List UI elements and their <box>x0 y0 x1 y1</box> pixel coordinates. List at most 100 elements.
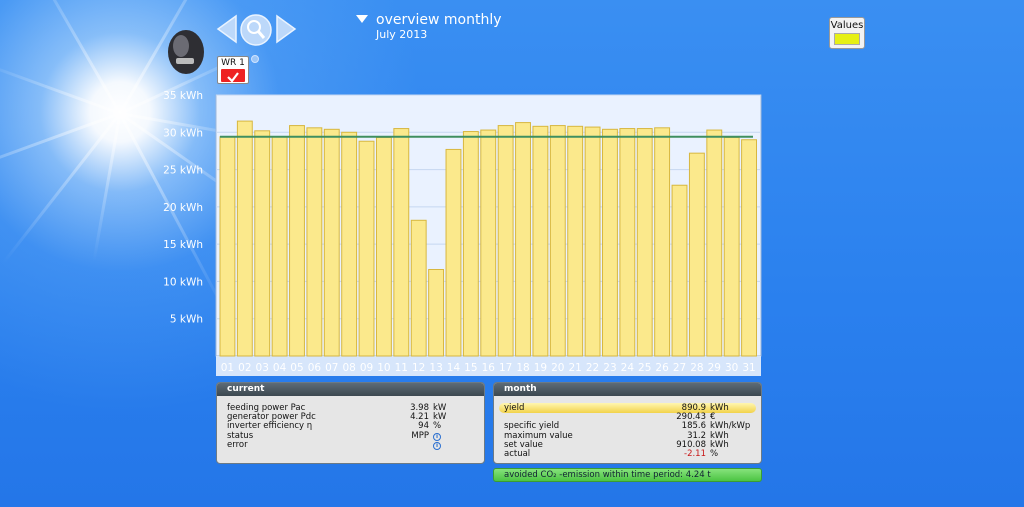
bar-day-12 <box>410 219 427 357</box>
inverter-tab[interactable]: WR 1 <box>217 56 249 84</box>
bar-day-05 <box>289 125 305 357</box>
yield-highlight <box>499 403 756 413</box>
x-tick-label: 18 <box>516 362 529 374</box>
current-row-info[interactable]: i <box>433 440 441 450</box>
current-row-label: status <box>227 430 254 441</box>
current-row-value: 3.98 <box>410 403 429 413</box>
next-arrow-icon[interactable] <box>275 14 297 44</box>
y-tick-label: 15 kWh <box>163 239 203 251</box>
x-tick-label: 27 <box>673 362 686 374</box>
bar-day-29 <box>706 129 723 357</box>
x-tick-label: 29 <box>708 362 721 374</box>
zoom-icon[interactable] <box>240 14 272 46</box>
values-button[interactable]: Values <box>829 17 865 49</box>
x-tick-label: 19 <box>534 362 547 374</box>
bar-day-30 <box>723 137 740 357</box>
current-row-info[interactable]: i <box>433 431 441 441</box>
x-tick-label: 20 <box>551 362 564 374</box>
bar-day-08 <box>341 131 358 357</box>
inverter-radio[interactable] <box>251 55 259 63</box>
x-tick-label: 11 <box>395 362 408 374</box>
bar-day-06 <box>306 127 323 357</box>
bar-day-11 <box>393 128 410 357</box>
current-row-value <box>367 440 429 450</box>
bar-day-23 <box>602 128 618 357</box>
month-row-label: yield <box>504 403 525 413</box>
bar-day-16 <box>480 129 497 357</box>
bar-day-18 <box>515 122 531 357</box>
current-row-label: feeding power Pac <box>227 403 306 413</box>
month-row-value: 31.2 <box>687 430 706 441</box>
x-tick-label: 12 <box>412 362 425 374</box>
x-tick-label: 10 <box>377 362 390 374</box>
y-tick-label: 10 kWh <box>163 276 203 288</box>
x-tick-label: 13 <box>429 362 442 374</box>
x-tick-label: 24 <box>621 362 635 374</box>
month-row-value: 910.08 <box>676 439 706 450</box>
bar-day-31 <box>741 139 758 357</box>
x-tick-label: 23 <box>603 362 616 374</box>
x-tick-label: 16 <box>482 362 496 374</box>
x-tick-label: 28 <box>690 362 703 374</box>
current-row-value: MPP <box>411 430 429 441</box>
month-row-value: 185.6 <box>681 421 706 432</box>
current-row-value: 94 <box>418 421 429 432</box>
month-row-unit: kWh/kWp <box>710 421 751 432</box>
x-tick-label: 31 <box>742 362 755 374</box>
x-tick-label: 26 <box>655 362 669 374</box>
view-dropdown-icon[interactable] <box>355 14 369 24</box>
bar-day-27 <box>671 184 688 357</box>
current-row-label: error <box>227 439 248 450</box>
x-tick-label: 22 <box>586 362 599 374</box>
month-row-unit: kWh <box>710 430 729 441</box>
bar-day-13 <box>428 268 445 357</box>
bar-day-28 <box>688 152 705 357</box>
month-row-value: -2.11 <box>684 449 706 459</box>
month-panel-title: month <box>494 383 761 396</box>
values-color-swatch <box>834 33 860 45</box>
bar-day-26 <box>654 127 671 357</box>
x-tick-label: 09 <box>360 362 373 374</box>
bar-day-21 <box>567 125 584 357</box>
bar-day-07 <box>323 128 340 357</box>
inverter-icon <box>168 30 204 74</box>
current-row-label: generator power Pdc <box>227 412 316 423</box>
yield-bar-chart: 5 kWh 10 kWh 15 kWh 20 kWh 25 kWh 30 kWh 35 kW… <box>163 90 762 376</box>
current-row-label: inverter efficiency η <box>227 421 313 432</box>
bar-day-20 <box>549 125 566 357</box>
bar-day-25 <box>636 128 653 357</box>
current-row-value: 4.21 <box>410 412 429 423</box>
x-tick-label: 21 <box>568 362 581 374</box>
period-label: July 2013 <box>376 28 428 41</box>
y-tick-label: 25 kWh <box>163 165 203 177</box>
x-tick-label: 06 <box>308 362 322 374</box>
x-tick-label: 08 <box>342 362 355 374</box>
month-row-label: maximum value <box>504 430 573 441</box>
bar-day-03 <box>254 130 271 357</box>
x-tick-label: 01 <box>221 362 234 374</box>
bar-day-04 <box>271 136 288 357</box>
info-icon[interactable]: i <box>433 432 441 441</box>
y-tick-label: 35 kWh <box>163 90 203 102</box>
page-title[interactable]: overview monthly <box>376 12 502 28</box>
bar-day-02 <box>236 120 253 357</box>
current-panel-title: current <box>217 383 484 396</box>
x-tick-label: 14 <box>447 362 461 374</box>
current-row-unit: kW <box>433 412 447 423</box>
info-icon[interactable]: i <box>433 441 441 450</box>
prev-arrow-icon[interactable] <box>216 14 238 44</box>
current-row-unit: kW <box>433 403 447 413</box>
month-row-unit: € <box>710 412 716 423</box>
month-row-value: 290.43 <box>676 412 706 423</box>
month-row-label: set value <box>504 439 543 450</box>
bar-day-17 <box>497 125 514 357</box>
month-row-value: 890.9 <box>681 403 706 413</box>
bar-day-10 <box>375 137 392 357</box>
bar-day-19 <box>532 125 549 357</box>
bar-day-24 <box>619 128 636 357</box>
current-row-unit: % <box>433 421 442 432</box>
month-row-label: actual <box>504 449 531 459</box>
month-row-unit: kWh <box>710 439 729 450</box>
x-tick-label: 02 <box>238 362 251 374</box>
month-row-label: specific yield <box>504 421 560 432</box>
